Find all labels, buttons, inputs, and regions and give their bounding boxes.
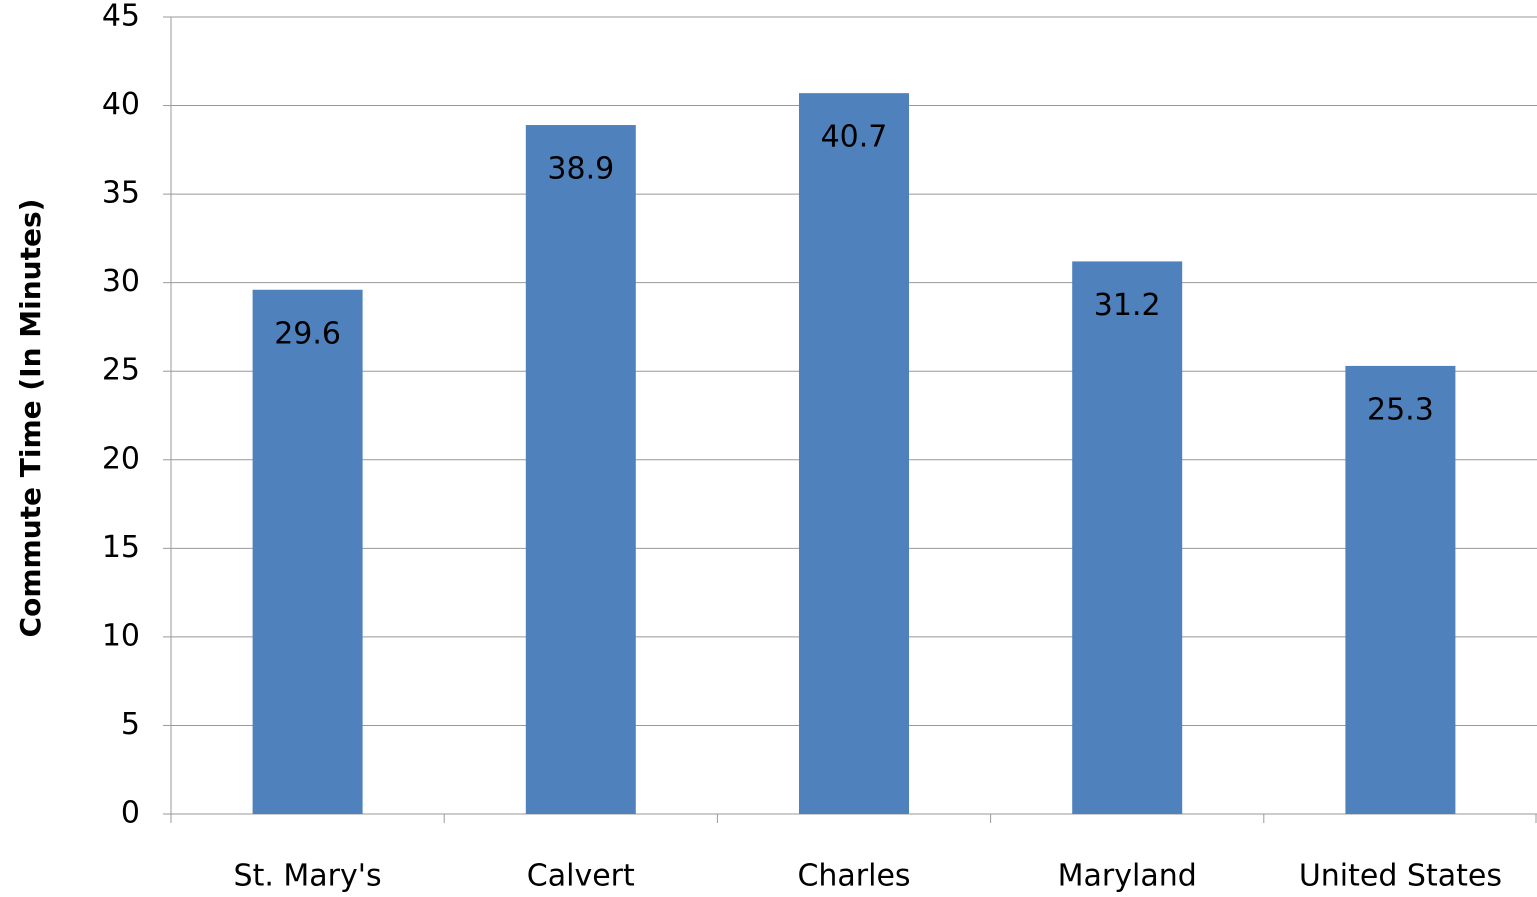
y-tick-label: 20 [102, 441, 140, 476]
x-tick-label: United States [1299, 859, 1502, 894]
data-label: 40.7 [821, 120, 888, 155]
data-label: 38.9 [547, 152, 614, 187]
data-label: 25.3 [1367, 392, 1434, 427]
y-tick-label: 30 [102, 264, 140, 299]
data-label: 31.2 [1094, 288, 1161, 323]
x-tick-label: Calvert [527, 859, 635, 894]
y-tick-label: 15 [102, 530, 140, 565]
y-tick-label: 10 [102, 618, 140, 653]
x-tick-label: St. Mary's [234, 859, 382, 894]
y-tick-label: 40 [102, 87, 140, 122]
x-tick-label: Maryland [1058, 859, 1197, 894]
data-label: 29.6 [274, 316, 341, 351]
bar [252, 289, 363, 814]
bar [1345, 365, 1456, 814]
x-tick-label: Charles [797, 859, 910, 894]
y-axis-title: Commute Time (In Minutes) [14, 199, 47, 638]
y-tick-label: 0 [121, 796, 140, 831]
y-tick-label: 25 [102, 353, 140, 388]
bar [525, 125, 636, 814]
y-tick-label: 5 [121, 707, 140, 742]
bar [799, 93, 909, 814]
bar [1072, 261, 1183, 814]
y-tick-label: 35 [102, 176, 140, 211]
y-tick-label: 45 [102, 0, 140, 34]
